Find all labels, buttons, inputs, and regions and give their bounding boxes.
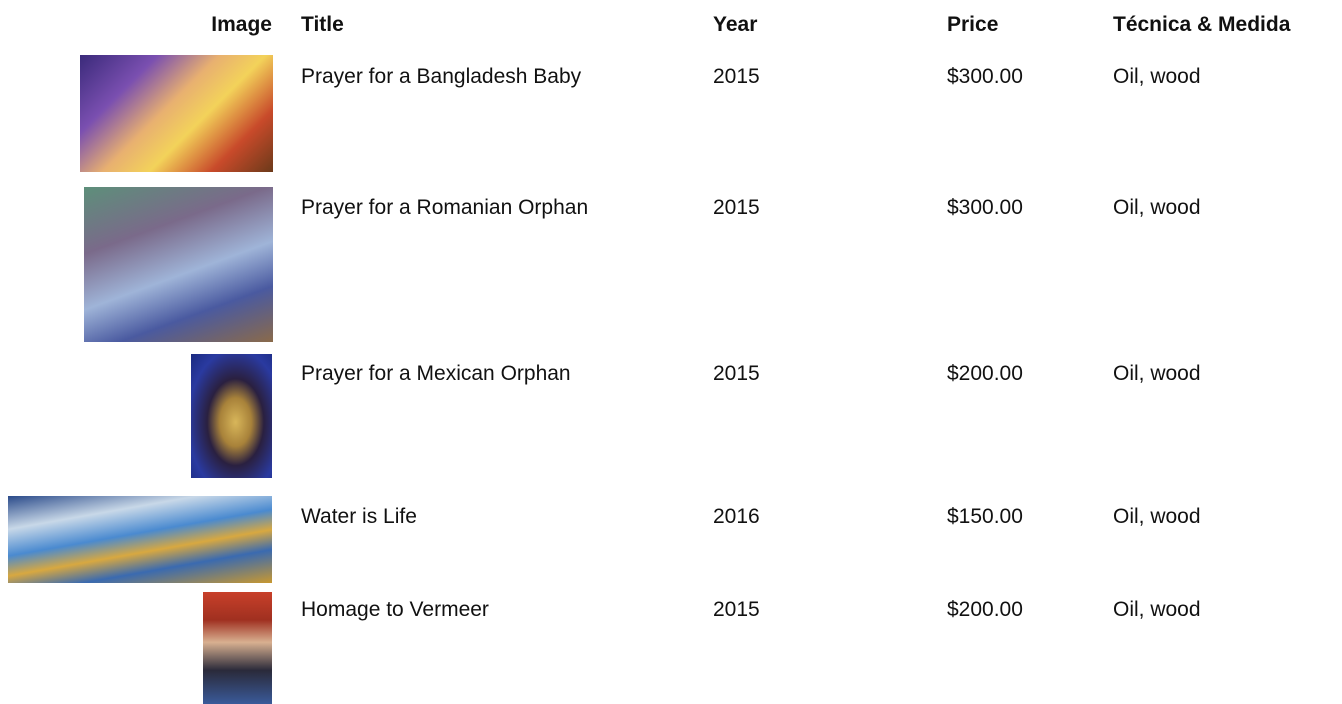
header-cell: Year (713, 11, 757, 39)
price-cell: $200.00 (947, 596, 1023, 624)
year-cell: 2015 (713, 596, 760, 624)
price-cell: $300.00 (947, 194, 1023, 222)
header-cell: Image (211, 11, 272, 39)
title-cell: Prayer for a Mexican Orphan (301, 360, 571, 388)
title-cell: Homage to Vermeer (301, 596, 489, 624)
header-cell: Técnica & Medida (1113, 11, 1290, 39)
page: Image Title Year Price Técnica & Medida Praye… (0, 0, 1342, 704)
technique-cell: Oil, wood (1113, 360, 1201, 388)
painting-thumbnail (203, 592, 272, 704)
header-cell: Price (947, 11, 998, 39)
year-cell: 2015 (713, 360, 760, 388)
title-cell: Prayer for a Bangladesh Baby (301, 63, 581, 91)
header-cell: Title (301, 11, 344, 39)
painting-thumbnail (8, 496, 272, 583)
price-cell: $300.00 (947, 63, 1023, 91)
painting-thumbnail (191, 354, 272, 478)
title-cell: Water is Life (301, 503, 417, 531)
technique-cell: Oil, wood (1113, 194, 1201, 222)
price-cell: $200.00 (947, 360, 1023, 388)
technique-cell: Oil, wood (1113, 503, 1201, 531)
year-cell: 2015 (713, 194, 760, 222)
year-cell: 2015 (713, 63, 760, 91)
technique-cell: Oil, wood (1113, 63, 1201, 91)
title-cell: Prayer for a Romanian Orphan (301, 194, 588, 222)
price-cell: $150.00 (947, 503, 1023, 531)
painting-thumbnail (80, 55, 273, 172)
technique-cell: Oil, wood (1113, 596, 1201, 624)
painting-thumbnail (84, 187, 273, 342)
year-cell: 2016 (713, 503, 760, 531)
